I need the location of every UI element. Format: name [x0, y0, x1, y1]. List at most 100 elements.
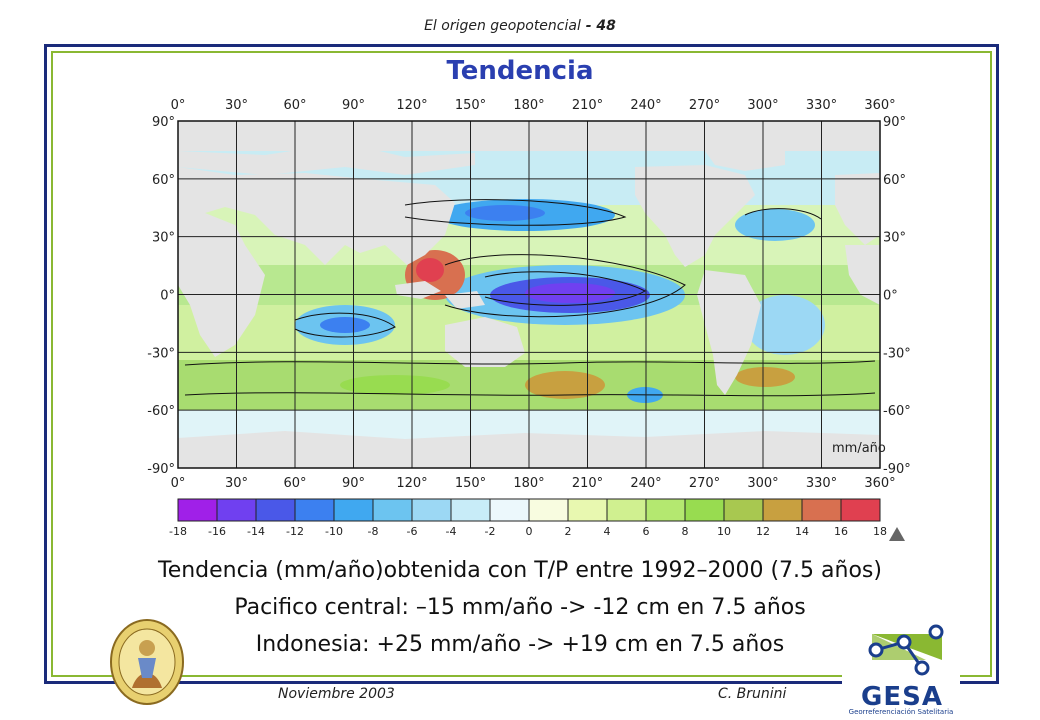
- lat-tick-label-left: 30°: [152, 231, 175, 246]
- gesa-logo: GESA Georreferenciación Satelitaria: [842, 620, 960, 718]
- colorbar-swatch: [255, 498, 296, 522]
- lon-tick-label-bottom: 60°: [283, 476, 306, 491]
- lon-tick-label-top: 300°: [747, 98, 778, 113]
- colorbar-swatch: [684, 498, 725, 522]
- lon-tick-label-bottom: 240°: [630, 476, 661, 491]
- colorbar: [177, 498, 905, 541]
- lon-tick-label-top: 60°: [283, 98, 306, 113]
- colorbar-tick-label: 8: [682, 525, 689, 538]
- lat-tick-label-right: -60°: [883, 404, 911, 419]
- colorbar-tick-label: -16: [208, 525, 226, 538]
- slide-title: Tendencia: [446, 56, 594, 86]
- colorbar-swatch: [645, 498, 686, 522]
- colorbar-swatch: [606, 498, 647, 522]
- lon-tick-label-bottom: 300°: [747, 476, 778, 491]
- lat-tick-label-right: 90°: [883, 115, 906, 130]
- colorbar-swatch: [528, 498, 569, 522]
- colorbar-tick-label: 18: [873, 525, 887, 538]
- lon-tick-label-bottom: 30°: [225, 476, 248, 491]
- axis-tick-labels: 0° 0° 30° 30° 60° 60° 90° 90° 120° 120° 150° 150° 18…: [147, 98, 910, 491]
- lat-tick-label-left: 90°: [152, 115, 175, 130]
- lat-tick-label-right: 0°: [883, 289, 898, 304]
- lon-tick-label-top: 30°: [225, 98, 248, 113]
- lon-tick-label-top: 240°: [630, 98, 661, 113]
- contour-lines: [184, 199, 876, 397]
- trend-map-panel: 0° 0° 30° 30° 60° 60° 90° 90° 120° 120° 150° 150° 18…: [145, 95, 913, 545]
- colorbar-swatch: [333, 498, 374, 522]
- colorbar-tick-label: -12: [286, 525, 304, 538]
- footer-date: Noviembre 2003: [278, 686, 395, 702]
- lat-tick-label-right: 60°: [883, 173, 906, 188]
- caption-line-1: Tendencia (mm/año)obtenida con T/P entre…: [158, 558, 882, 583]
- colorbar-tick-label: -4: [446, 525, 457, 538]
- lat-tick-label-right: -30°: [883, 346, 911, 361]
- colorbar-end-arrow-icon: [889, 527, 905, 541]
- map-border: [177, 120, 881, 469]
- trend-map: 0°0°30°30°60°60°90°90°120°120°150°150°18…: [147, 98, 911, 541]
- colorbar-tick-label: 0: [526, 525, 533, 538]
- lat-tick-label-left: -30°: [147, 346, 175, 361]
- colorbar-tick-labels: -18 -16 -14 -12 -10 -8 -6 -4 -2 0 2 4 6 8 10 12 14 16 18: [169, 525, 887, 538]
- lon-tick-label-bottom: 150°: [455, 476, 486, 491]
- colorbar-swatch: [762, 498, 803, 522]
- lat-tick-label-left: -90°: [147, 462, 175, 477]
- caption-line-3: Indonesia: +25 mm/año -> +19 cm en 7.5 a…: [255, 632, 785, 657]
- colorbar-swatch: [411, 498, 452, 522]
- gesa-logo-icon: [868, 624, 944, 676]
- colorbar-swatch: [723, 498, 764, 522]
- lon-tick-label-top: 180°: [513, 98, 544, 113]
- lat-tick-label-right: 30°: [883, 231, 906, 246]
- caption-line-2: Pacifico central: –15 mm/año -> -12 cm e…: [234, 595, 806, 620]
- lon-tick-label-top: 150°: [455, 98, 486, 113]
- colorbar-swatch: [216, 498, 257, 522]
- header-title: El origen geopotencial: [424, 18, 581, 34]
- lon-tick-label-bottom: 210°: [572, 476, 603, 491]
- gesa-subtitle: Georreferenciación Satelitaria: [848, 708, 954, 716]
- colorbar-tick-label: 16: [834, 525, 848, 538]
- lon-tick-label-top: 0°: [171, 98, 186, 113]
- colorbar-swatch: [567, 498, 608, 522]
- lat-tick-label-left: -60°: [147, 404, 175, 419]
- lon-tick-label-top: 120°: [396, 98, 427, 113]
- colorbar-tick-label: -2: [485, 525, 496, 538]
- colorbar-tick-label: -18: [169, 525, 187, 538]
- colorbar-swatch: [294, 498, 335, 522]
- lon-tick-label-top: 360°: [864, 98, 895, 113]
- colorbar-tick-label: -10: [325, 525, 343, 538]
- colorbar-swatch: [489, 498, 530, 522]
- lat-tick-label-left: 0°: [160, 289, 175, 304]
- lon-tick-label-bottom: 330°: [806, 476, 837, 491]
- lon-tick-label-bottom: 270°: [689, 476, 720, 491]
- colorbar-tick-label: 12: [756, 525, 770, 538]
- gesa-wordmark: GESA: [861, 682, 943, 712]
- lon-tick-label-bottom: 90°: [342, 476, 365, 491]
- slide-frame-inner: [51, 51, 992, 677]
- colorbar-swatch: [450, 498, 491, 522]
- lon-tick-label-bottom: 120°: [396, 476, 427, 491]
- lon-tick-label-bottom: 0°: [171, 476, 186, 491]
- unit-label: mm/año: [832, 441, 886, 456]
- lon-tick-label-top: 90°: [342, 98, 365, 113]
- footer-author: C. Brunini: [718, 686, 787, 702]
- lon-tick-label-top: 270°: [689, 98, 720, 113]
- lat-tick-label-left: 60°: [152, 173, 175, 188]
- colorbar-swatch: [177, 498, 218, 522]
- lon-tick-label-top: 330°: [806, 98, 837, 113]
- colorbar-tick-label: 2: [565, 525, 572, 538]
- slide-header: El origen geopotencial - 48: [0, 18, 1040, 34]
- colorbar-tick-label: -8: [368, 525, 379, 538]
- university-seal-icon: [110, 619, 184, 705]
- slide-frame-outer: [44, 44, 999, 684]
- lon-tick-label-top: 210°: [572, 98, 603, 113]
- page-number: 48: [596, 18, 616, 34]
- colorbar-swatch: [372, 498, 413, 522]
- colorbar-swatch: [840, 498, 881, 522]
- lon-tick-label-bottom: 360°: [864, 476, 895, 491]
- colorbar-tick-label: 14: [795, 525, 809, 538]
- colorbar-tick-label: 6: [643, 525, 650, 538]
- header-separator: -: [580, 18, 597, 34]
- colorbar-swatch: [801, 498, 842, 522]
- colorbar-tick-label: -14: [247, 525, 265, 538]
- colorbar-tick-label: 10: [717, 525, 731, 538]
- lat-tick-label-right: -90°: [883, 462, 911, 477]
